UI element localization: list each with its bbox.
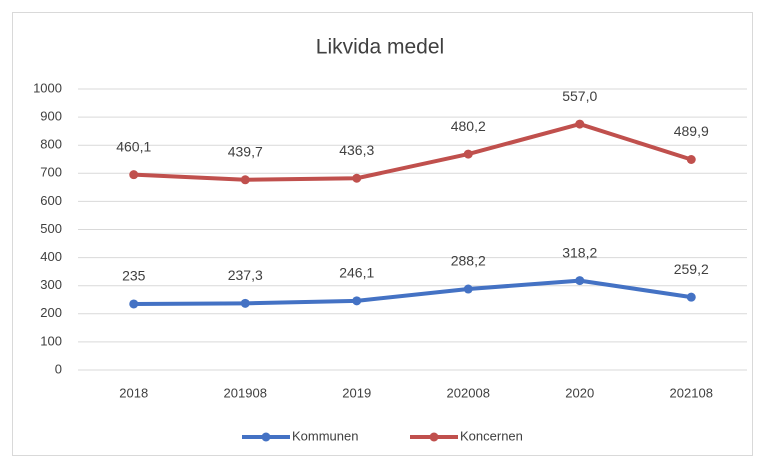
x-tick-label: 2020 bbox=[565, 385, 594, 400]
x-tick-label: 2018 bbox=[119, 385, 148, 400]
point bbox=[129, 170, 139, 180]
series-line bbox=[133, 122, 692, 182]
point bbox=[240, 175, 250, 185]
point bbox=[463, 284, 473, 294]
value-label: 480,2 bbox=[451, 118, 486, 134]
y-tick-label: 200 bbox=[40, 305, 62, 320]
y-tick-label: 100 bbox=[40, 333, 62, 348]
y-tick-label: 800 bbox=[40, 137, 62, 152]
value-label: 436,3 bbox=[339, 142, 374, 158]
value-label: 489,9 bbox=[674, 123, 709, 139]
y-tick-label: 500 bbox=[40, 221, 62, 236]
y-tick-label: 300 bbox=[40, 277, 62, 292]
value-label: 288,2 bbox=[451, 253, 486, 269]
y-tick-label: 400 bbox=[40, 249, 62, 264]
y-tick-label: 1000 bbox=[33, 80, 62, 95]
y-tick-label: 700 bbox=[40, 165, 62, 180]
value-label: 246,1 bbox=[339, 265, 374, 281]
x-tick-label: 2019 bbox=[342, 385, 371, 400]
point bbox=[575, 276, 585, 286]
y-tick-label: 0 bbox=[55, 361, 62, 376]
value-label: 557,0 bbox=[562, 88, 597, 104]
point bbox=[129, 299, 139, 309]
legend-marker bbox=[429, 432, 439, 442]
point bbox=[352, 173, 362, 183]
chart-frame bbox=[12, 12, 753, 456]
x-tick-label: 201908 bbox=[224, 385, 267, 400]
y-tick-label: 600 bbox=[40, 193, 62, 208]
point bbox=[352, 296, 362, 306]
legend-label: Kommunen bbox=[292, 428, 358, 443]
value-label: 439,7 bbox=[228, 143, 263, 159]
point bbox=[686, 292, 696, 302]
point bbox=[463, 149, 473, 159]
value-label: 235 bbox=[122, 268, 146, 284]
value-label: 259,2 bbox=[674, 261, 709, 277]
value-label: 318,2 bbox=[562, 244, 597, 260]
legend-marker bbox=[261, 432, 271, 442]
value-label: 460,1 bbox=[116, 138, 151, 154]
point bbox=[686, 155, 696, 165]
point bbox=[240, 298, 250, 308]
point bbox=[575, 119, 585, 129]
chart-title: Likvida medel bbox=[316, 36, 444, 59]
legend-label: Koncernen bbox=[460, 428, 523, 443]
y-tick-label: 900 bbox=[40, 109, 62, 124]
value-label: 237,3 bbox=[228, 267, 263, 283]
x-tick-label: 202108 bbox=[670, 385, 713, 400]
series-line bbox=[133, 278, 692, 306]
x-tick-label: 202008 bbox=[447, 385, 490, 400]
